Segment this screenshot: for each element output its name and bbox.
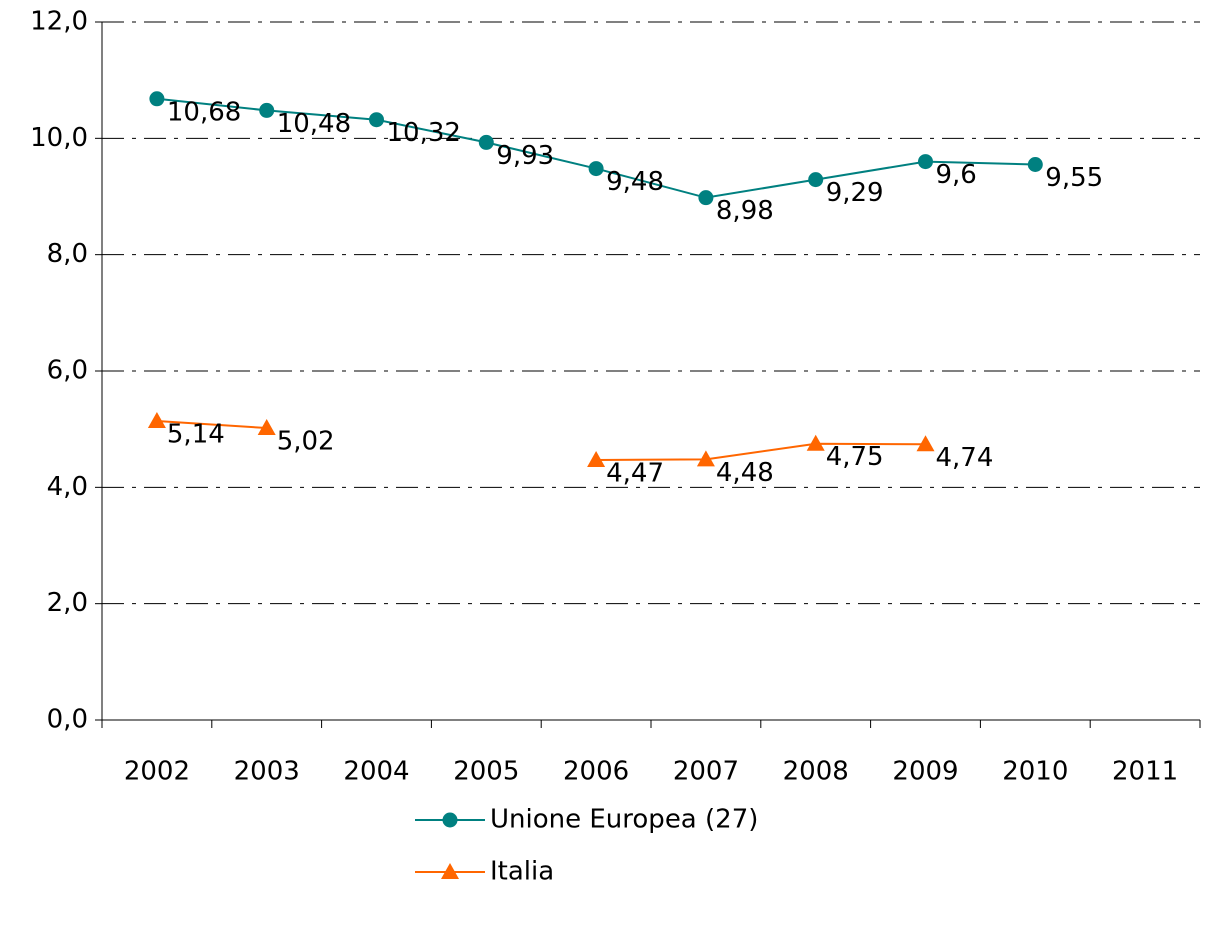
data-point bbox=[259, 102, 275, 118]
y-tick-label: 6,0 bbox=[47, 356, 88, 386]
data-label: 4,74 bbox=[936, 443, 994, 473]
x-tick-label: 2004 bbox=[343, 757, 409, 787]
legend-marker bbox=[442, 812, 458, 828]
x-tick-label: 2002 bbox=[124, 757, 190, 787]
legend-marker bbox=[441, 863, 459, 879]
data-point bbox=[587, 450, 606, 467]
data-point bbox=[698, 190, 714, 206]
x-tick-label: 2003 bbox=[234, 757, 300, 787]
x-tick-label: 2005 bbox=[453, 757, 519, 787]
data-label: 9,55 bbox=[1045, 163, 1103, 193]
data-label: 5,14 bbox=[167, 420, 225, 450]
data-label: 10,48 bbox=[277, 109, 351, 139]
y-tick-label: 0,0 bbox=[47, 705, 88, 735]
data-point bbox=[147, 412, 166, 429]
legend-label: Italia bbox=[490, 857, 554, 887]
y-tick-label: 8,0 bbox=[47, 239, 88, 269]
data-point bbox=[806, 434, 825, 451]
data-point bbox=[696, 450, 715, 467]
data-label: 10,68 bbox=[167, 97, 241, 127]
data-point bbox=[808, 172, 824, 188]
x-tick-label: 2008 bbox=[783, 757, 849, 787]
data-label: 9,29 bbox=[826, 178, 884, 208]
x-tick-label: 2011 bbox=[1112, 757, 1178, 787]
data-label: 5,02 bbox=[277, 427, 335, 457]
data-point bbox=[257, 419, 276, 436]
data-label: 4,47 bbox=[606, 458, 664, 488]
data-point bbox=[478, 134, 494, 150]
data-label: 9,6 bbox=[936, 160, 977, 190]
series-line bbox=[596, 442, 926, 461]
data-point bbox=[149, 91, 165, 107]
data-label: 8,98 bbox=[716, 196, 774, 226]
data-label: 9,93 bbox=[496, 141, 554, 171]
data-point bbox=[369, 112, 384, 128]
y-tick-label: 10,0 bbox=[30, 123, 88, 153]
data-point bbox=[1027, 157, 1043, 173]
x-tick-label: 2010 bbox=[1002, 757, 1068, 787]
y-tick-label: 12,0 bbox=[30, 7, 88, 37]
data-label: 4,75 bbox=[826, 442, 884, 472]
data-label: 9,48 bbox=[606, 167, 664, 197]
x-tick-label: 2006 bbox=[563, 757, 629, 787]
legend-label: Unione Europea (27) bbox=[490, 805, 758, 835]
y-tick-label: 4,0 bbox=[47, 472, 88, 502]
y-tick-label: 2,0 bbox=[47, 588, 88, 618]
data-point bbox=[916, 435, 935, 452]
data-point bbox=[588, 161, 604, 177]
data-point bbox=[918, 154, 933, 170]
x-tick-label: 2007 bbox=[673, 757, 739, 787]
data-label: 4,48 bbox=[716, 458, 774, 488]
x-tick-label: 2009 bbox=[892, 757, 958, 787]
data-label: 10,32 bbox=[387, 118, 461, 148]
series-line bbox=[156, 420, 267, 430]
